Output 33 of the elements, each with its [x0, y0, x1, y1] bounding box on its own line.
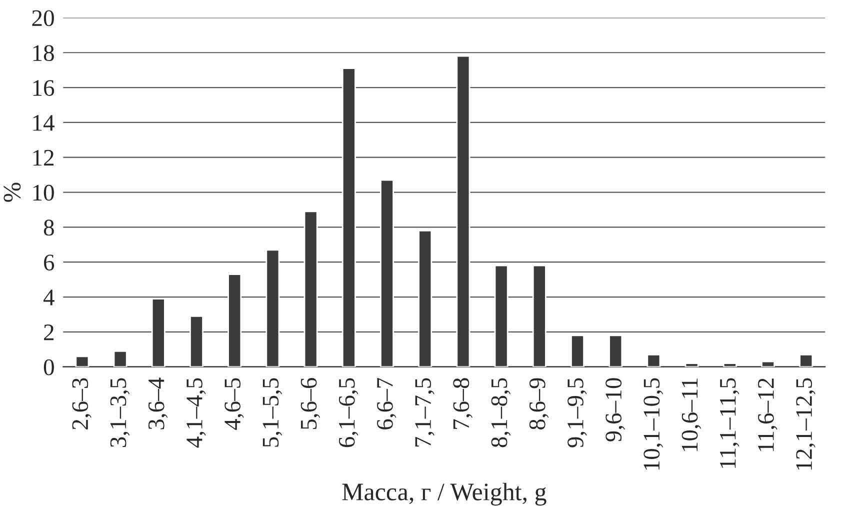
y-tick-label: 14	[33, 115, 54, 131]
y-tick-label: 20	[32, 10, 54, 26]
x-tick-label: 3,1–3,5	[110, 378, 130, 447]
x-tick-label: 11,1–11,5	[720, 378, 740, 468]
x-tick-label: 8,1–8,5	[491, 378, 511, 448]
x-tick-label: 6,6–7	[377, 378, 396, 430]
y-axis-title: %	[4, 182, 21, 202]
x-tick-label: 3,6–4	[148, 378, 168, 430]
x-tick-label: 12,1–12,5	[796, 378, 816, 470]
x-tick-label: 10,1–10,5	[644, 378, 664, 470]
x-tick-label: 6,1–6,5	[338, 378, 358, 448]
x-tick-label: 9,1–9,5	[568, 378, 587, 448]
x-tick-label: 9,6–10	[606, 378, 625, 442]
x-tick-label: 2,6–3	[72, 378, 92, 430]
y-tick-label: 4	[43, 290, 54, 306]
y-tick-label: 2	[44, 324, 54, 340]
x-axis-title: Масса, г / Weight, g	[342, 482, 546, 506]
y-tick-label: 12	[33, 150, 54, 166]
x-tick-label: 10,6–11	[682, 378, 702, 452]
x-tick-label: 4,6–5	[224, 378, 244, 430]
x-tick-label: 11,6–12	[758, 378, 778, 452]
x-tick-label: 5,6–6	[300, 378, 320, 430]
y-tick-label: 16	[33, 80, 54, 96]
y-tick-label: 10	[33, 184, 54, 201]
x-tick-label: 5,1–5,5	[262, 378, 282, 447]
y-tick-label: 0	[44, 359, 54, 376]
x-tick-label: 4,1–4,5	[186, 378, 206, 448]
x-tick-label: 7,1–7,5	[415, 378, 434, 447]
x-tick-label: 7,6–8	[453, 378, 473, 429]
y-tick-label: 8	[44, 220, 54, 236]
x-tick-label: 8,6–9	[529, 378, 549, 430]
y-tick-label: 6	[44, 254, 54, 271]
y-tick-label: 18	[33, 45, 54, 62]
